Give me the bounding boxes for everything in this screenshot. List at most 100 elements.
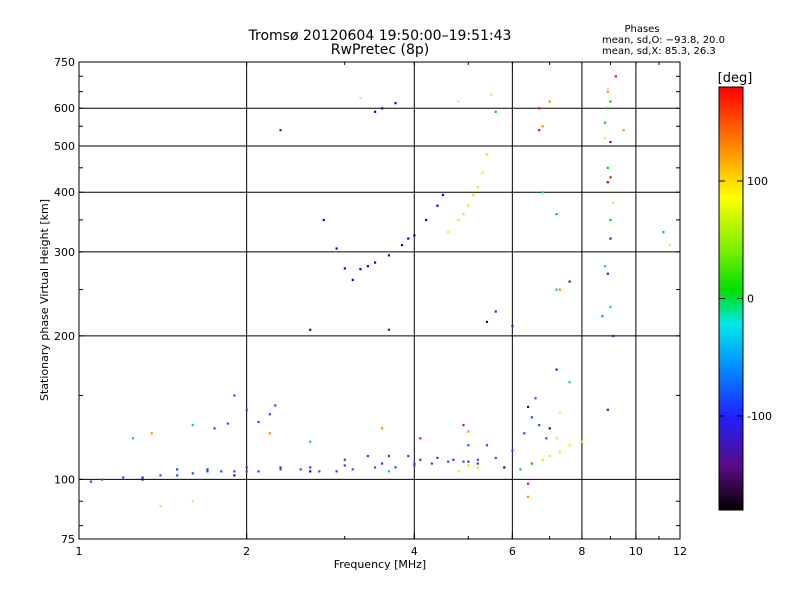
data-point [387,328,391,331]
stats-heading: Phases [624,24,659,35]
data-point [233,394,236,397]
colorbar-ticks: 100 0 -100 [719,175,772,423]
data-point [101,478,104,481]
x-tick-label: 10 [629,545,643,558]
data-point [555,213,558,216]
data-point [548,100,551,103]
data-point [380,462,384,465]
data-point [343,464,346,467]
data-point [467,460,470,463]
data-point [245,408,248,411]
x-axis-label: Frequency [MHz] [334,558,426,571]
data-point [609,305,612,309]
data-point [476,466,479,469]
data-point [606,272,609,275]
data-point [490,93,493,97]
data-point [457,470,460,473]
data-point [530,462,533,465]
data-point [603,136,607,140]
data-point [400,244,404,247]
data-point [309,440,312,443]
data-point [538,107,541,110]
data-point [526,495,530,498]
data-point [141,478,144,481]
data-point [472,193,475,197]
data-point [447,231,450,234]
data-point [150,432,153,435]
data-point [541,458,544,461]
data-point [366,265,369,268]
y-tick-label: 75 [61,533,75,546]
data-point [245,470,248,473]
x-axis-ticks: 1 2 4 6 8 10 12 [76,62,687,558]
x-tick-label: 12 [673,545,687,558]
data-point [452,458,455,461]
data-point [476,186,479,189]
data-point [555,437,558,440]
data-point [191,472,194,475]
data-point [538,129,541,132]
stats-line-o: mean, sd,O: −93.8, 20.0 [602,35,725,46]
data-point [609,176,612,179]
data-point [481,171,484,174]
y-axis-label: Stationary phase Virtual Height [km] [38,199,51,401]
data-point [603,265,607,268]
data-point [494,456,497,459]
colorbar-label: [deg] [718,71,753,86]
chart-subtitle: RwPretec (8p) [331,42,429,58]
data-point [441,193,444,197]
data-point [609,237,612,240]
data-point [366,454,369,458]
y-axis-ticks: 75 100 200 300 400 500 600 750 [54,56,680,546]
data-point [601,315,604,318]
data-point [268,413,271,416]
data-point [606,408,609,411]
y-tick-label: 750 [54,56,75,69]
data-point [257,470,260,473]
data-point [668,244,671,247]
data-point [503,466,506,469]
data-point [309,466,312,469]
data-point [612,334,615,338]
data-point [419,458,422,461]
data-point [407,454,410,458]
data-point [141,476,144,479]
data-point [457,100,460,103]
data-point [274,404,277,407]
data-point [476,458,479,461]
data-point [462,424,465,427]
data-point [299,468,302,471]
data-point [206,470,209,473]
data-point [457,218,460,222]
data-point [548,427,551,430]
data-point [343,458,346,461]
data-point [485,153,489,156]
data-point [335,470,338,473]
data-point [394,466,397,469]
data-point [568,444,571,447]
data-point [343,267,346,270]
data-point [279,129,282,132]
data-point [662,231,665,234]
data-point [257,420,260,424]
data-point [407,237,410,240]
data-point [387,254,391,257]
stats-line-x: mean, sd,X: 85.3, 26.3 [602,46,716,57]
data-point [159,504,162,508]
data-point [413,234,416,237]
data-point [373,110,377,113]
data-point [268,432,271,435]
data-point [467,204,470,207]
data-point [309,328,312,331]
data-point [220,470,223,473]
data-point [519,468,522,471]
data-point [523,432,526,435]
data-points [89,75,671,508]
data-point [541,191,544,194]
data-point [622,129,625,132]
data-point [526,482,530,485]
data-point [373,261,377,264]
data-point [436,204,439,207]
data-point [555,368,558,371]
